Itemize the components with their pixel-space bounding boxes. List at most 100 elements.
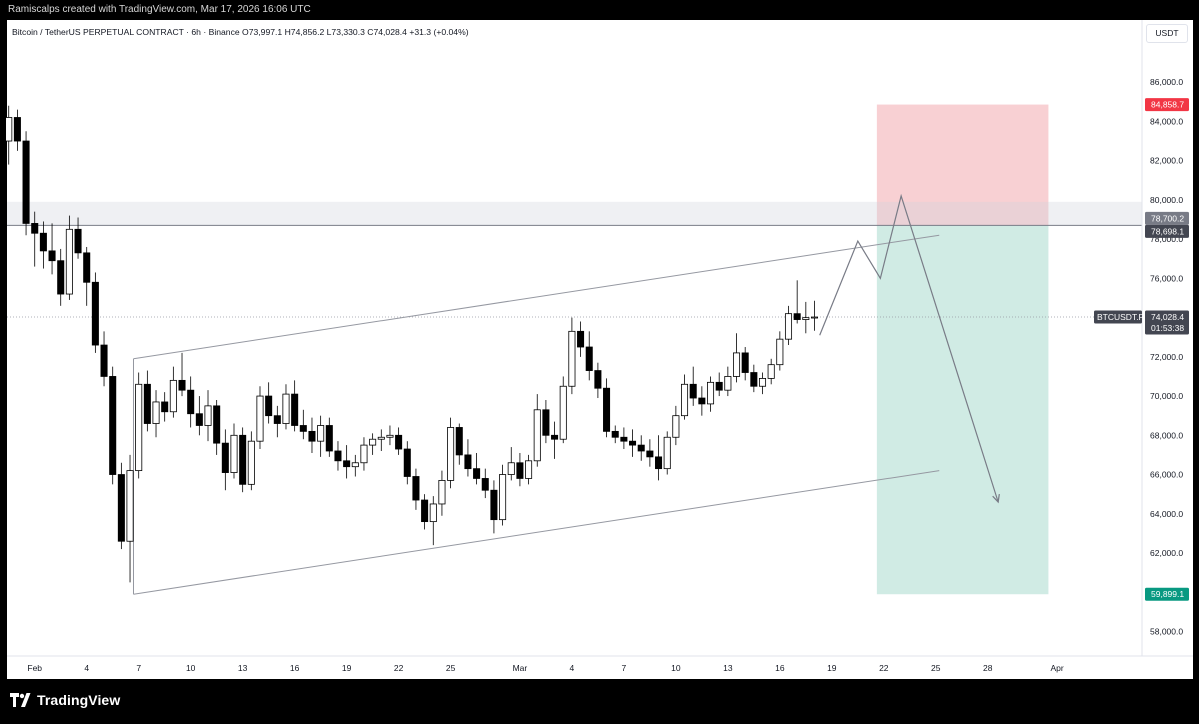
candle[interactable] — [325, 425, 333, 452]
candle[interactable] — [412, 476, 420, 501]
candle[interactable] — [100, 344, 108, 377]
candle[interactable] — [178, 379, 186, 391]
candle[interactable] — [117, 474, 125, 542]
candle[interactable] — [291, 393, 299, 426]
candle[interactable] — [265, 395, 273, 417]
candle[interactable] — [65, 228, 73, 295]
candle[interactable] — [802, 317, 810, 320]
candle[interactable] — [499, 474, 507, 521]
candle[interactable] — [594, 370, 602, 389]
candle[interactable] — [48, 250, 56, 262]
candle[interactable] — [473, 468, 481, 479]
candle[interactable] — [22, 140, 30, 224]
candle[interactable] — [317, 425, 325, 442]
candle[interactable] — [204, 405, 212, 426]
candle[interactable] — [369, 438, 377, 446]
candle[interactable] — [143, 383, 151, 424]
candle[interactable] — [629, 440, 637, 446]
candle[interactable] — [672, 415, 680, 438]
candle[interactable] — [490, 489, 498, 521]
candle[interactable] — [239, 434, 247, 485]
candle[interactable] — [533, 409, 541, 462]
candle[interactable] — [135, 383, 143, 472]
candle[interactable] — [195, 413, 203, 426]
take-profit-zone[interactable] — [876, 225, 1049, 595]
candle[interactable] — [559, 385, 567, 440]
candle[interactable] — [403, 448, 411, 477]
candle[interactable] — [386, 434, 394, 438]
candle[interactable] — [663, 436, 671, 470]
candle[interactable] — [213, 405, 221, 444]
candle[interactable] — [568, 330, 576, 387]
candle[interactable] — [464, 454, 472, 470]
candle[interactable] — [334, 450, 342, 462]
projection-path[interactable] — [819, 193, 999, 503]
candle[interactable] — [74, 228, 82, 254]
candle[interactable] — [395, 434, 403, 450]
candle[interactable] — [438, 480, 446, 505]
candle[interactable] — [126, 470, 134, 542]
candle[interactable] — [715, 381, 723, 391]
candle[interactable] — [421, 499, 429, 523]
symbol-label[interactable]: BTCUSDT.P — [1097, 312, 1145, 322]
candle[interactable] — [733, 352, 741, 377]
stop-loss-zone[interactable] — [876, 104, 1049, 226]
candle[interactable] — [689, 383, 697, 399]
candle[interactable] — [221, 442, 229, 473]
candle[interactable] — [525, 460, 533, 479]
candle[interactable] — [455, 427, 463, 456]
candle[interactable] — [681, 383, 689, 417]
candle[interactable] — [551, 434, 559, 440]
candle[interactable] — [585, 346, 593, 371]
candle[interactable] — [620, 436, 628, 442]
channel-lower-line[interactable] — [133, 470, 940, 595]
candle[interactable] — [109, 376, 117, 475]
candle[interactable] — [447, 427, 455, 481]
candle[interactable] — [31, 223, 39, 234]
candle[interactable] — [360, 444, 368, 464]
candle[interactable] — [776, 338, 784, 366]
candle[interactable] — [343, 460, 351, 468]
candle[interactable] — [13, 117, 21, 142]
candle[interactable] — [646, 450, 654, 458]
candle[interactable] — [230, 434, 238, 473]
candle[interactable] — [542, 409, 550, 436]
resistance-zone[interactable] — [7, 201, 1142, 226]
currency-button[interactable]: USDT — [1146, 24, 1188, 43]
candle[interactable] — [83, 252, 91, 283]
candle[interactable] — [758, 378, 767, 387]
candle[interactable] — [516, 462, 524, 479]
candle[interactable] — [707, 381, 715, 405]
candle[interactable] — [273, 415, 281, 424]
tradingview-logo[interactable]: TradingView — [10, 692, 120, 708]
candle[interactable] — [5, 117, 13, 142]
candle[interactable] — [698, 397, 706, 405]
candle[interactable] — [256, 395, 264, 442]
candle[interactable] — [724, 376, 732, 391]
candle[interactable] — [152, 401, 160, 424]
candle[interactable] — [507, 462, 515, 475]
candle[interactable] — [91, 281, 99, 346]
candle[interactable] — [611, 430, 619, 438]
candle[interactable] — [377, 436, 385, 440]
candle[interactable] — [603, 387, 611, 432]
candle[interactable] — [308, 430, 316, 442]
channel-upper-line[interactable] — [133, 234, 940, 360]
candle[interactable] — [784, 313, 793, 340]
candle[interactable] — [161, 401, 169, 413]
candle[interactable] — [299, 425, 307, 432]
symbol-name[interactable]: Bitcoin / TetherUS PERPETUAL CONTRACT · … — [12, 27, 240, 37]
candle[interactable] — [39, 232, 47, 252]
candle[interactable] — [810, 316, 819, 319]
candle[interactable] — [750, 372, 758, 387]
candle[interactable] — [57, 260, 65, 295]
candle[interactable] — [429, 503, 437, 523]
candle[interactable] — [793, 313, 801, 320]
candle[interactable] — [655, 456, 663, 470]
candle[interactable] — [247, 440, 255, 485]
candle[interactable] — [767, 364, 775, 379]
candle[interactable] — [351, 462, 359, 468]
candle[interactable] — [577, 330, 585, 348]
candle[interactable] — [282, 393, 290, 424]
